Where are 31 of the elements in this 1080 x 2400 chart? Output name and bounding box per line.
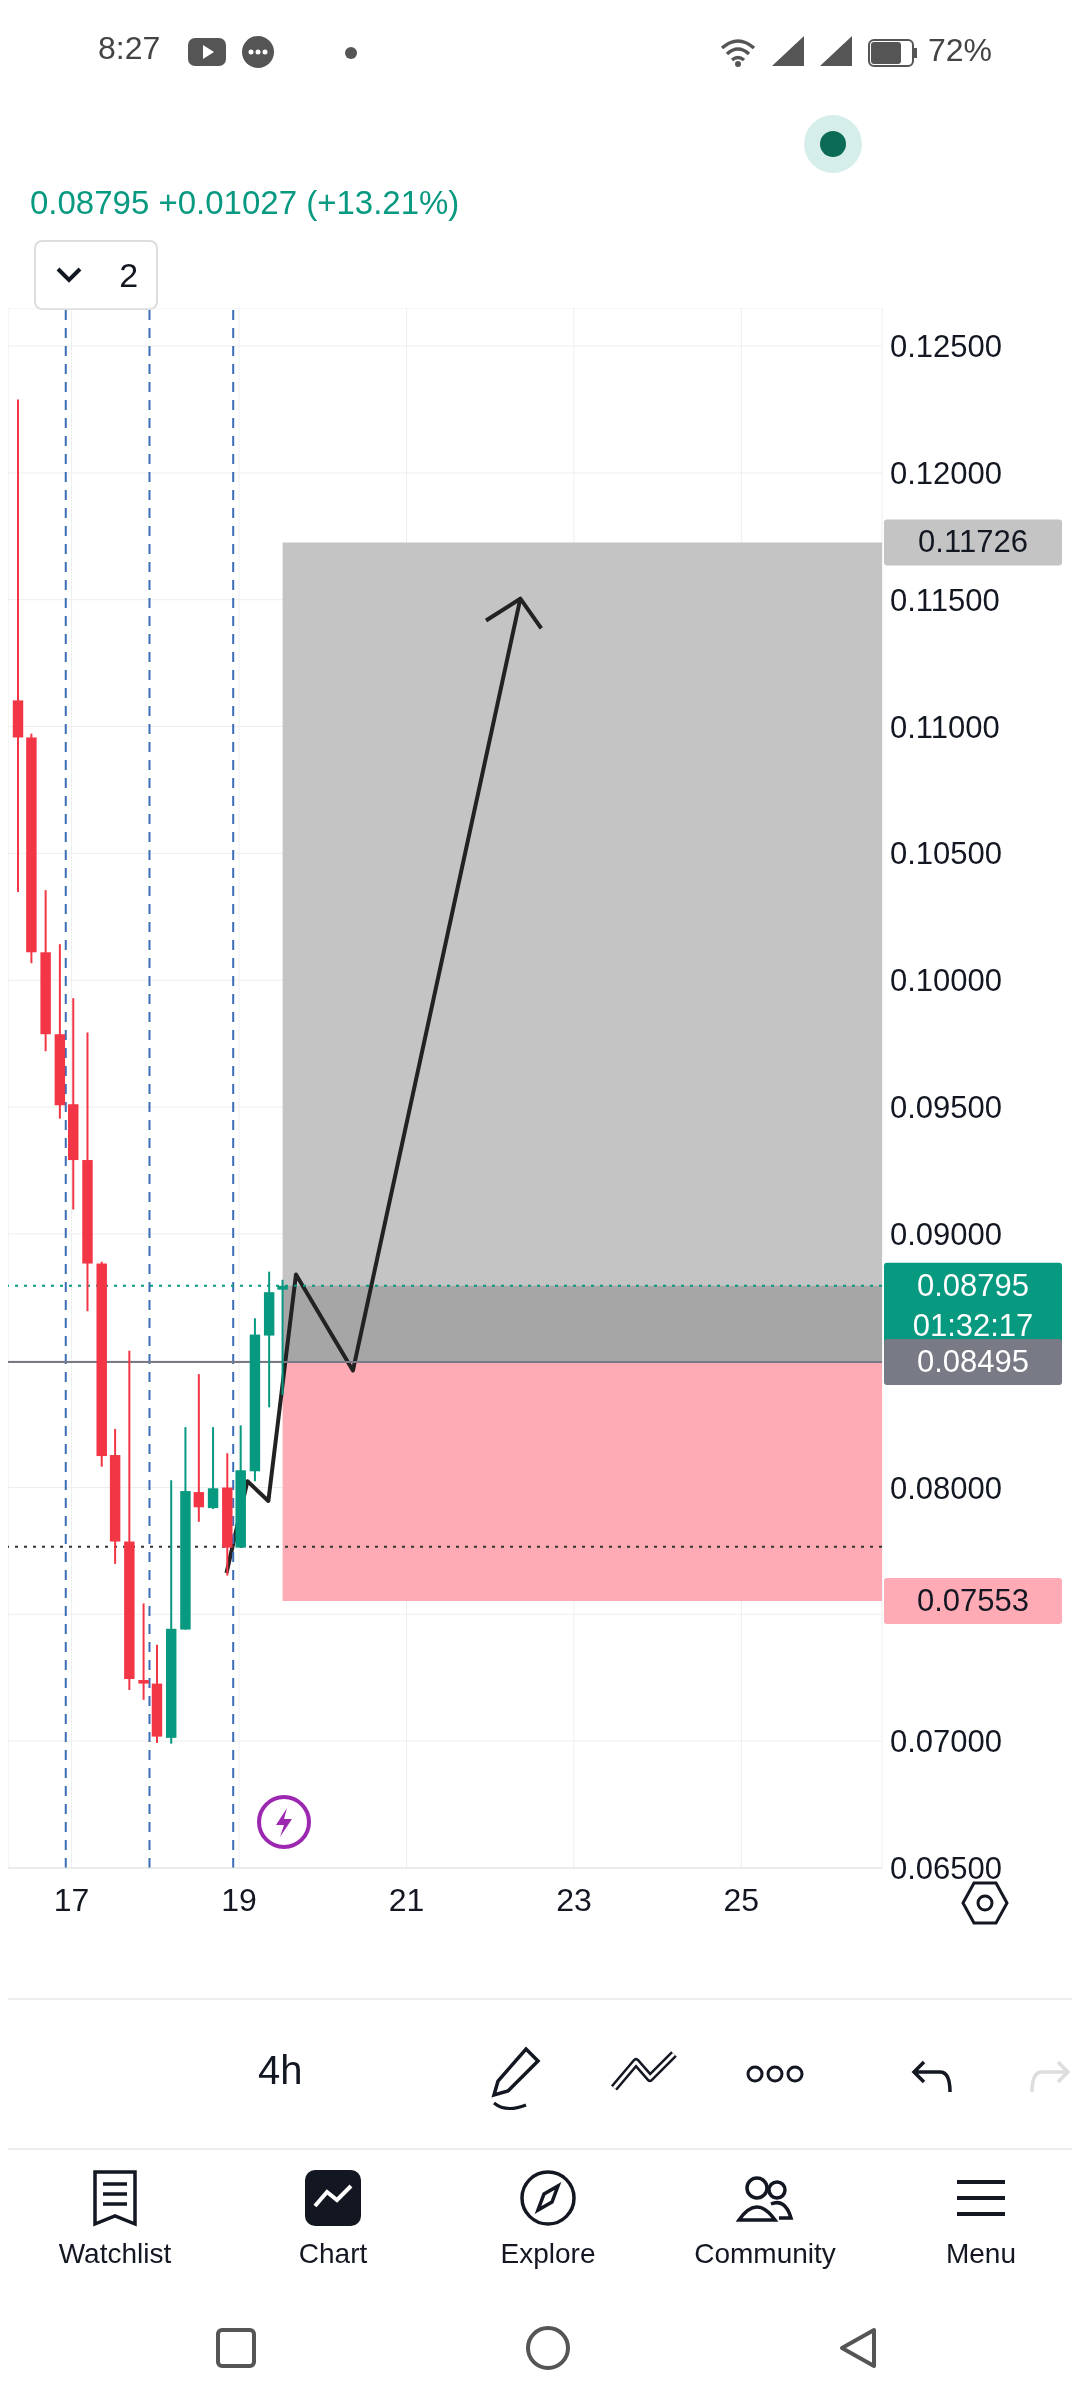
text: 4h [258, 2048, 303, 2093]
text: 72% [928, 32, 993, 69]
y-tick-label: 0.11500 [890, 582, 1000, 618]
x-tick-label: 23 [556, 1881, 592, 1918]
text: 01:32:17 [912, 1307, 1034, 1343]
x-tick-label: 19 [221, 1881, 257, 1918]
y-tick-label: 0.12000 [890, 455, 1003, 491]
y-tick-label: 0.06500 [890, 1851, 1003, 1887]
y-tick-label: 0.10000 [890, 963, 1003, 999]
y-tick-label: 0.09500 [890, 1090, 1003, 1126]
y-tick-label: 0.09000 [890, 1216, 1003, 1252]
y-tick-label: 0.10500 [890, 836, 1003, 872]
band-label: 0.07553 [916, 1582, 1030, 1618]
text: Community [693, 2238, 837, 2270]
text: Explore [499, 2238, 597, 2270]
y-tick-label: 0.12500 [890, 329, 1003, 365]
band-label: 0.11726 [918, 524, 1028, 560]
text: Menu [944, 2238, 1017, 2270]
ref-line-label: 0.08795 [916, 1267, 1030, 1303]
text: Chart [297, 2238, 369, 2270]
text: Watchlist [57, 2238, 173, 2270]
y-tick-label: 0.11000 [890, 709, 1000, 745]
text: 8:27 [98, 30, 161, 67]
x-tick-label: 25 [723, 1881, 760, 1918]
y-tick-label: 0.08000 [890, 1470, 1003, 1506]
x-tick-label: 17 [53, 1881, 90, 1918]
chart-subtitle: 0.08795 +0.01027 (+13.21%) [30, 184, 460, 222]
interval-dropdown: 2 [34, 240, 158, 310]
y-tick-label: 0.07000 [890, 1724, 1003, 1760]
ref-line-label: 0.08495 [916, 1343, 1030, 1379]
x-tick-label: 21 [388, 1881, 425, 1918]
